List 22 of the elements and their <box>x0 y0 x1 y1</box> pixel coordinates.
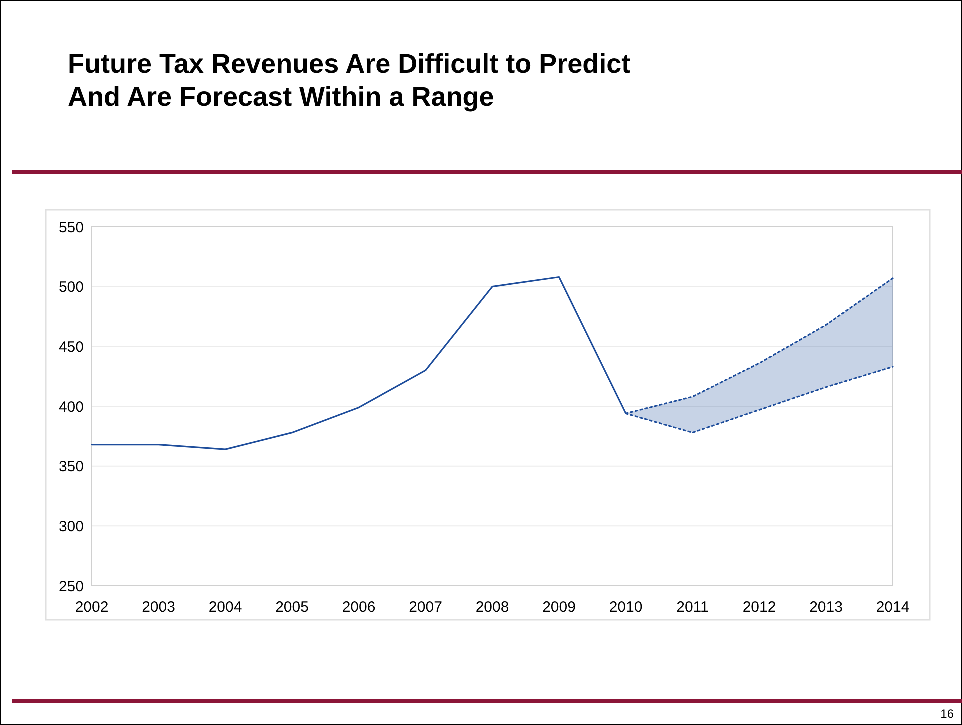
y-tick-label: 300 <box>58 518 84 536</box>
y-tick-label: 350 <box>58 458 84 476</box>
chart-title: Future Tax Revenues Are Difficult to Predict And Are Forecast Within a Range <box>68 49 631 112</box>
y-tick-label: 400 <box>58 398 84 416</box>
text: 16 <box>940 707 954 721</box>
x-tick-label: 2012 <box>742 599 776 616</box>
y-tick-label: 250 <box>58 578 84 596</box>
x-tick-label: 2004 <box>208 599 242 616</box>
x-tick-label: 2002 <box>75 599 109 616</box>
x-tick-label: 2009 <box>542 599 576 616</box>
x-tick-label: 2005 <box>276 599 309 616</box>
y-tick-label: 550 <box>58 219 84 236</box>
x-tick-label: 2010 <box>609 599 643 616</box>
x-tick-label: 2008 <box>476 599 510 616</box>
y-tick-label: 450 <box>58 338 84 356</box>
x-tick-label: 2006 <box>342 599 376 616</box>
x-tick-label: 2003 <box>142 599 176 616</box>
y-tick-label: 500 <box>58 279 84 296</box>
x-tick-label: 2007 <box>409 599 442 616</box>
x-tick-label: 2014 <box>876 599 910 616</box>
x-tick-label: 2013 <box>810 599 843 616</box>
x-tick-label: 2011 <box>676 599 709 616</box>
